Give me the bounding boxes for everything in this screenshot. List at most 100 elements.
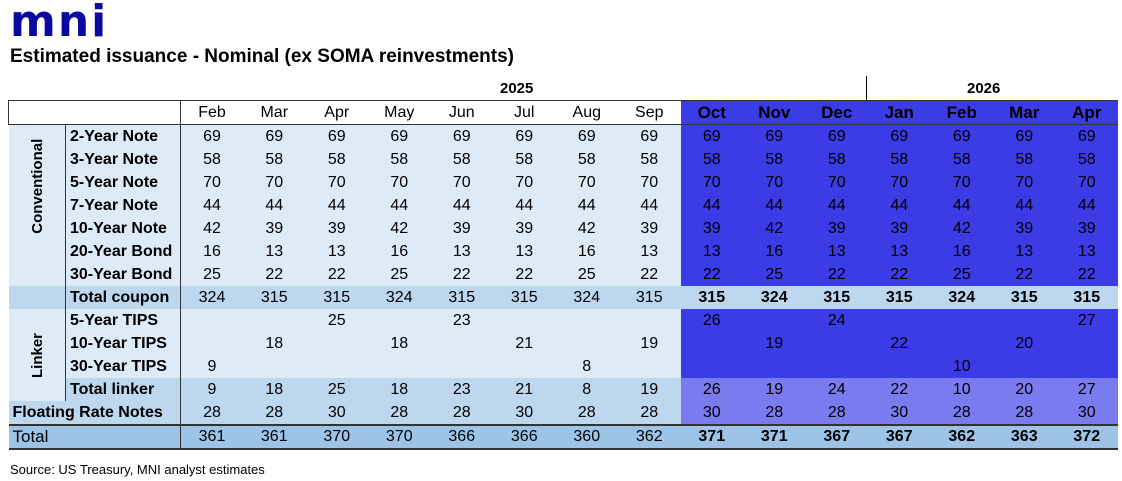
value-cell: 25 xyxy=(368,263,431,286)
value-cell: 44 xyxy=(243,194,306,217)
value-cell: 70 xyxy=(493,171,556,194)
value-cell xyxy=(743,309,806,332)
value-cell: 42 xyxy=(743,217,806,240)
row-label: Total linker xyxy=(65,378,181,401)
value-cell: 28 xyxy=(243,401,306,425)
value-cell xyxy=(993,355,1056,378)
value-cell: 70 xyxy=(993,171,1056,194)
value-cell: 42 xyxy=(930,217,993,240)
value-cell: 361 xyxy=(243,424,306,450)
table-row: Floating Rate Notes 28 28 30 28 28 30 28 28 30 28 2… xyxy=(8,401,1118,425)
value-cell: 22 xyxy=(430,263,493,286)
value-cell xyxy=(368,355,431,378)
value-cell: 39 xyxy=(430,217,493,240)
value-cell: 324 xyxy=(930,286,993,309)
value-cell: 22 xyxy=(868,332,931,355)
month-header: Jun xyxy=(430,100,493,125)
table-row: 10-Year Note 42 39 39 42 39 39 42 39 39 42 39 39 42 39… xyxy=(9,217,1118,240)
value-cell: 22 xyxy=(680,263,743,286)
value-cell: 19 xyxy=(743,332,806,355)
value-cell: 58 xyxy=(493,148,556,171)
value-cell: 39 xyxy=(243,217,306,240)
value-cell: 28 xyxy=(930,401,993,425)
row-label: 10-Year Note xyxy=(65,217,181,240)
value-cell: 69 xyxy=(243,124,306,148)
value-cell: 24 xyxy=(805,378,868,401)
value-cell: 28 xyxy=(805,401,868,425)
value-cell: 44 xyxy=(930,194,993,217)
value-cell: 24 xyxy=(805,309,868,332)
value-cell xyxy=(555,309,618,332)
value-cell: 69 xyxy=(868,124,931,148)
value-cell: 360 xyxy=(555,424,618,450)
row-label: Total coupon xyxy=(65,286,181,309)
value-cell xyxy=(180,309,243,332)
value-cell xyxy=(993,309,1056,332)
month-header: Oct xyxy=(680,100,743,125)
value-cell: 22 xyxy=(1055,263,1118,286)
row-label: 30-Year TIPS xyxy=(65,355,181,378)
value-cell xyxy=(493,309,556,332)
value-cell xyxy=(243,355,306,378)
value-cell: 44 xyxy=(305,194,368,217)
value-cell: 315 xyxy=(993,286,1056,309)
value-cell xyxy=(618,355,681,378)
value-cell: 39 xyxy=(805,217,868,240)
value-cell: 69 xyxy=(180,124,243,148)
value-cell: 371 xyxy=(680,424,743,450)
value-cell: 58 xyxy=(555,148,618,171)
value-cell: 69 xyxy=(493,124,556,148)
value-cell: 70 xyxy=(430,171,493,194)
value-cell: 58 xyxy=(430,148,493,171)
row-label: 10-Year TIPS xyxy=(65,332,181,355)
value-cell xyxy=(430,355,493,378)
year-2026: 2026 xyxy=(967,80,1001,97)
value-cell: 315 xyxy=(868,286,931,309)
table-row: 7-Year Note 44 44 44 44 44 44 44 44 44 44 44 44 44 44 4… xyxy=(9,194,1118,217)
value-cell: 69 xyxy=(618,124,681,148)
value-cell: 22 xyxy=(805,263,868,286)
value-cell: 371 xyxy=(743,424,806,450)
value-cell: 58 xyxy=(618,148,681,171)
value-cell: 58 xyxy=(368,148,431,171)
group-conventional: Conventional xyxy=(8,124,66,286)
value-cell: 44 xyxy=(743,194,806,217)
value-cell: 18 xyxy=(243,378,306,401)
value-cell: 58 xyxy=(243,148,306,171)
month-header: Sep xyxy=(618,100,681,125)
value-cell: 367 xyxy=(868,424,931,450)
value-cell: 30 xyxy=(305,401,368,425)
value-cell xyxy=(430,332,493,355)
table-row: 30-Year Bond 25 22 22 25 22 22 25 22 22 25 22 22 25 22… xyxy=(9,263,1118,286)
value-cell: 366 xyxy=(493,424,556,450)
value-cell: 44 xyxy=(868,194,931,217)
value-cell: 42 xyxy=(368,217,431,240)
value-cell xyxy=(305,332,368,355)
row-label: 2-Year Note xyxy=(65,124,181,148)
value-cell: 39 xyxy=(868,217,931,240)
value-cell xyxy=(805,355,868,378)
value-cell: 27 xyxy=(1055,378,1118,401)
value-cell: 370 xyxy=(368,424,431,450)
value-cell: 28 xyxy=(430,401,493,425)
value-cell: 28 xyxy=(618,401,681,425)
value-cell: 44 xyxy=(680,194,743,217)
value-cell: 25 xyxy=(180,263,243,286)
value-cell: 44 xyxy=(180,194,243,217)
value-cell: 8 xyxy=(555,355,618,378)
value-cell: 13 xyxy=(430,240,493,263)
value-cell: 39 xyxy=(993,217,1056,240)
page-title: Estimated issuance - Nominal (ex SOMA re… xyxy=(10,46,515,67)
value-cell: 69 xyxy=(930,124,993,148)
value-cell: 315 xyxy=(680,286,743,309)
table-row: 5-Year Note 70 70 70 70 70 70 70 70 70 70 70 70 70 70 7… xyxy=(9,171,1118,194)
value-cell: 58 xyxy=(930,148,993,171)
value-cell xyxy=(930,332,993,355)
value-cell: 27 xyxy=(1055,309,1118,332)
value-cell: 21 xyxy=(493,378,556,401)
value-cell xyxy=(680,355,743,378)
value-cell: 26 xyxy=(680,309,743,332)
value-cell: 69 xyxy=(555,124,618,148)
value-cell: 9 xyxy=(180,378,243,401)
value-cell xyxy=(868,355,931,378)
